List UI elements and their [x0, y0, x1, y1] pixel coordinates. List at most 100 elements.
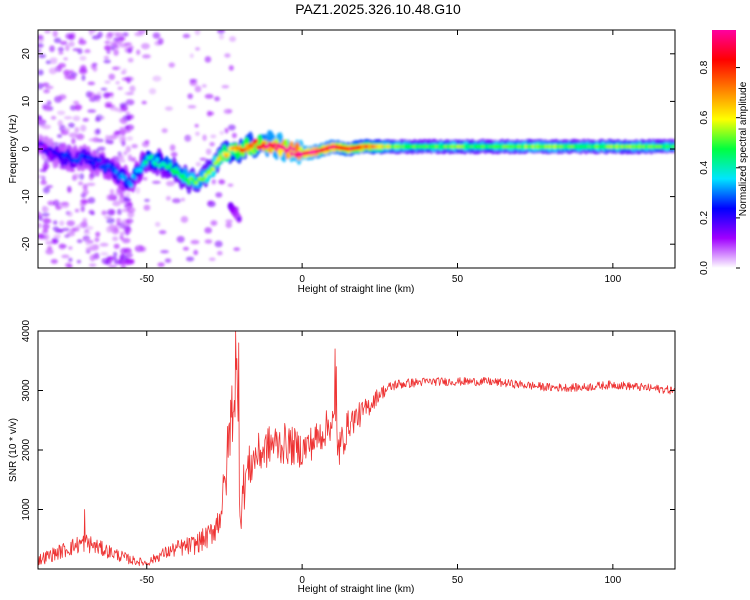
spectrogram-noise	[204, 239, 213, 244]
spectrogram-ridge	[185, 177, 190, 183]
spectrogram-noise	[58, 243, 66, 250]
spectrogram-noise	[106, 92, 114, 97]
spectrogram-noise	[85, 48, 90, 52]
spectrogram-noise	[76, 239, 83, 244]
spectrogram-noise	[116, 208, 122, 216]
spectrogram-noise	[65, 44, 70, 52]
spectrogram-noise	[52, 220, 58, 225]
spectrogram-noise	[83, 231, 91, 235]
spectrogram-noise	[79, 55, 87, 61]
spectrogram-ridge	[218, 153, 223, 159]
spectrogram-ridge	[123, 175, 128, 180]
spectrogram-noise	[119, 102, 127, 108]
spectrogram-noise	[144, 198, 150, 202]
spectrogram-noise	[56, 110, 66, 116]
spectrogram-noise	[72, 48, 80, 52]
spectrogram-noise	[93, 252, 100, 260]
spectrogram-ridge	[291, 147, 296, 152]
spectrogram-ridge	[108, 164, 113, 170]
spectrogram-noise	[66, 231, 76, 237]
spectrogram-noise	[186, 256, 195, 262]
spectrogram-noise	[103, 59, 111, 64]
spectrogram-noise	[95, 231, 101, 237]
snr-y-tick-label: 4000	[21, 319, 32, 342]
spectrogram-x-tick-label: 0	[299, 274, 305, 285]
spectrogram-noise	[38, 69, 44, 76]
spectrogram-noise	[57, 62, 66, 68]
spectrogram-panel: -50 0 50 100 -20 -10 0 10 20 Height of straight…	[8, 29, 676, 295]
spectrogram-noise	[219, 130, 224, 136]
spectrogram-ridge	[101, 163, 106, 169]
spectrogram-noise	[45, 85, 54, 90]
spectrogram-noise	[123, 196, 130, 202]
spectrogram-y-tick-label: 10	[21, 95, 32, 107]
spectrogram-noise	[87, 91, 96, 99]
spectrogram-noise	[204, 93, 214, 99]
spectrogram-noise	[46, 100, 52, 106]
spectrogram-noise	[120, 71, 125, 75]
spectrogram-ridge	[287, 145, 292, 150]
spectrogram-ridge	[67, 155, 72, 160]
spectrogram-noise	[106, 208, 116, 216]
spectrogram-noise	[115, 32, 124, 38]
spectrogram-x-axis: -50 0 50 100	[140, 30, 622, 285]
colorbar-label: Normalized spectral amplitude	[738, 81, 749, 216]
spectrogram-noise	[113, 37, 120, 42]
spectrogram-noise	[114, 131, 121, 135]
spectrogram-noise	[97, 31, 103, 38]
spectrogram-ridge	[45, 150, 50, 156]
spectrogram-noise	[119, 253, 125, 261]
spectrogram-noise	[106, 104, 116, 109]
snr-x-tick-label: -50	[140, 575, 155, 586]
spectrogram-noise	[42, 162, 50, 170]
spectrogram-x-label: Height of straight line (km)	[298, 284, 415, 295]
spectrogram-noise	[152, 32, 161, 39]
spectrogram-noise	[137, 30, 146, 35]
colorbar-ticks: 0.0 0.2 0.4 0.6 0.8	[699, 60, 740, 275]
spectrogram-noise	[104, 80, 111, 84]
spectrogram-noise	[129, 85, 136, 92]
spectrogram-noise	[94, 237, 100, 243]
spectrogram-noise	[71, 137, 76, 145]
spectrogram-noise	[204, 227, 213, 234]
spectrogram-noise	[189, 53, 194, 59]
spectrogram-noise	[53, 234, 61, 239]
spectrogram-noise	[120, 129, 126, 136]
spectrogram-noise	[100, 87, 108, 91]
spectrogram-y-label: Frequency (Hz)	[8, 115, 19, 184]
spectrogram-ridge	[56, 152, 61, 157]
spectrogram-noise	[193, 249, 199, 256]
spectrogram-noise	[38, 34, 44, 40]
spectrogram-noise	[119, 43, 129, 48]
spectrogram-ridge	[112, 166, 117, 171]
spectrogram-noise	[217, 30, 225, 35]
spectrogram-noise	[141, 43, 150, 50]
spectrogram-noise	[53, 37, 62, 44]
spectrogram-noise	[225, 219, 233, 224]
spectrogram-noise	[211, 179, 217, 185]
spectrogram-noise	[57, 46, 64, 52]
spectrogram-noise	[104, 260, 111, 265]
spectrogram-noise	[86, 182, 96, 186]
spectrogram-noise	[182, 246, 190, 251]
spectrogram-ridge	[103, 167, 108, 172]
spectrogram-noise	[45, 241, 54, 245]
spectrogram-ridge	[190, 177, 195, 182]
spectrogram-noise	[231, 132, 237, 139]
spectrogram-ridge	[138, 168, 143, 173]
spectrogram-noise	[158, 230, 167, 235]
spectrogram-ridge	[97, 157, 102, 163]
spectrogram-ridge	[86, 155, 91, 160]
colorbar-tick-label: 0.8	[699, 60, 710, 74]
spectrogram-noise	[63, 69, 71, 76]
spectrogram-noise	[224, 127, 229, 134]
spectrogram-noise	[45, 105, 52, 112]
spectrogram-noise	[77, 181, 84, 186]
spectrogram-noise	[74, 208, 80, 213]
spectrogram-ridge	[58, 155, 63, 161]
spectrogram-noise	[80, 124, 87, 132]
spectrogram-noise	[121, 237, 131, 244]
spectrogram-noise	[47, 200, 55, 206]
spectrogram-noise	[120, 120, 128, 125]
spectrogram-noise	[170, 152, 178, 158]
